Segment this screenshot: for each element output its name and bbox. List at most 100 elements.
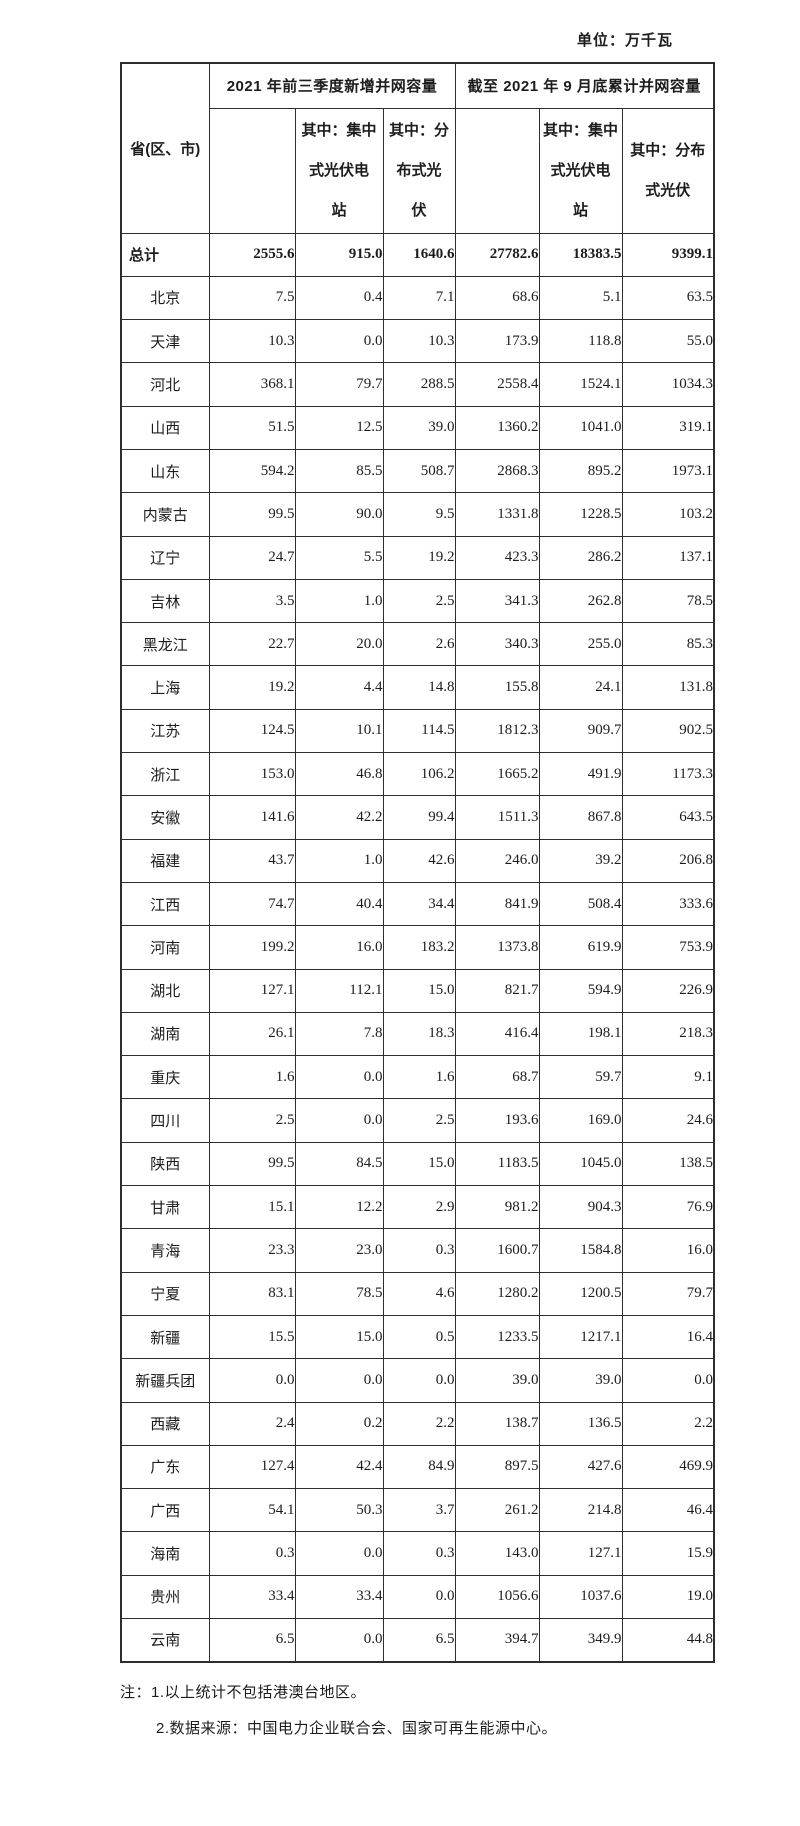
value-cell: 74.7: [208, 881, 296, 927]
value-cell: 0.0: [294, 1358, 384, 1403]
value-cell: 909.7: [538, 708, 623, 754]
value-cell: 12.5: [294, 405, 384, 450]
value-cell: 508.7: [382, 448, 456, 494]
value-cell: 2.5: [382, 578, 456, 624]
value-cell: 0.0: [294, 1531, 384, 1576]
value-cell: 594.2: [208, 448, 296, 494]
total-row: 总计 2555.6 915.0 1640.6 27782.6 18383.5 9399.1: [120, 232, 715, 277]
header-new-distributed: 其中：分 布式光 伏: [382, 107, 456, 234]
value-cell: 22.7: [208, 622, 296, 667]
header-cum-distributed: 其中：分布 式光伏: [621, 107, 715, 234]
value-cell: 4.6: [382, 1271, 456, 1316]
region-row: 福建 43.7 1.0 42.6 246.0 39.2 206.8: [120, 838, 715, 883]
value-cell: 368.1: [208, 362, 296, 407]
value-cell: 214.8: [538, 1488, 623, 1533]
value-cell: 2.2: [621, 1401, 715, 1446]
table-body: 总计 2555.6 915.0 1640.6 27782.6 18383.5 9399.1 北…: [120, 232, 715, 1663]
region-row: 河南 199.2 16.0 183.2 1373.8 619.9 753.9: [120, 925, 715, 970]
region-name-cell: 海南: [120, 1531, 210, 1576]
value-cell: 2.5: [382, 1098, 456, 1143]
value-cell: 16.4: [621, 1314, 715, 1360]
value-cell: 63.5: [621, 275, 715, 321]
value-cell: 199.2: [208, 925, 296, 970]
value-cell: 340.3: [454, 622, 540, 667]
region-name-cell: 湖南: [120, 1011, 210, 1057]
region-row: 北京 7.5 0.4 7.1 68.6 5.1 63.5: [120, 275, 715, 321]
region-row: 上海 19.2 4.4 14.8 155.8 24.1 131.8: [120, 665, 715, 710]
value-cell: 1373.8: [454, 925, 540, 970]
value-cell: 1.6: [382, 1055, 456, 1100]
value-cell: 15.0: [382, 1141, 456, 1187]
region-name-cell: 北京: [120, 275, 210, 321]
value-cell: 39.2: [538, 838, 623, 883]
value-cell: 46.4: [621, 1488, 715, 1533]
region-row: 山东 594.2 85.5 508.7 2868.3 895.2 1973.1: [120, 448, 715, 494]
value-cell: 246.0: [454, 838, 540, 883]
value-cell: 124.5: [208, 708, 296, 754]
header-new-total-blank: [208, 107, 296, 234]
region-row: 广东 127.4 42.4 84.9 897.5 427.6 469.9: [120, 1444, 715, 1490]
value-cell: 15.9: [621, 1531, 715, 1576]
value-cell: 127.1: [538, 1531, 623, 1576]
value-cell: 1037.6: [538, 1574, 623, 1620]
value-cell: 27782.6: [454, 232, 540, 277]
value-cell: 508.4: [538, 881, 623, 927]
value-cell: 44.8: [621, 1617, 715, 1663]
region-row: 海南 0.3 0.0 0.3 143.0 127.1 15.9: [120, 1531, 715, 1576]
value-cell: 2.4: [208, 1401, 296, 1446]
region-name-cell: 辽宁: [120, 535, 210, 580]
region-name-cell: 重庆: [120, 1055, 210, 1100]
value-cell: 753.9: [621, 925, 715, 970]
value-cell: 24.7: [208, 535, 296, 580]
value-cell: 904.3: [538, 1185, 623, 1230]
value-cell: 39.0: [454, 1358, 540, 1403]
value-cell: 59.7: [538, 1055, 623, 1100]
region-row: 甘肃 15.1 12.2 2.9 981.2 904.3 76.9: [120, 1185, 715, 1230]
value-cell: 173.9: [454, 319, 540, 364]
value-cell: 2555.6: [208, 232, 296, 277]
region-name-cell: 西藏: [120, 1401, 210, 1446]
value-cell: 7.5: [208, 275, 296, 321]
value-cell: 127.1: [208, 968, 296, 1013]
region-name-cell: 黑龙江: [120, 622, 210, 667]
value-cell: 319.1: [621, 405, 715, 450]
value-cell: 68.6: [454, 275, 540, 321]
region-name-cell: 云南: [120, 1617, 210, 1663]
region-row: 重庆 1.6 0.0 1.6 68.7 59.7 9.1: [120, 1055, 715, 1100]
value-cell: 138.5: [621, 1141, 715, 1187]
value-cell: 1034.3: [621, 362, 715, 407]
value-cell: 1183.5: [454, 1141, 540, 1187]
region-name-cell: 新疆兵团: [120, 1358, 210, 1403]
header-new-centralized: 其中：集中 式光伏电 站: [294, 107, 384, 234]
value-cell: 136.5: [538, 1401, 623, 1446]
value-cell: 416.4: [454, 1011, 540, 1057]
value-cell: 24.6: [621, 1098, 715, 1143]
value-cell: 18.3: [382, 1011, 456, 1057]
value-cell: 114.5: [382, 708, 456, 754]
value-cell: 643.5: [621, 795, 715, 840]
value-cell: 106.2: [382, 752, 456, 797]
value-cell: 1665.2: [454, 752, 540, 797]
region-row: 湖北 127.1 112.1 15.0 821.7 594.9 226.9: [120, 968, 715, 1013]
region-name-cell: 江西: [120, 881, 210, 927]
value-cell: 12.2: [294, 1185, 384, 1230]
region-row: 四川 2.5 0.0 2.5 193.6 169.0 24.6: [120, 1098, 715, 1143]
value-cell: 16.0: [294, 925, 384, 970]
value-cell: 85.3: [621, 622, 715, 667]
header-sub-row: 其中：集中 式光伏电 站 其中：分 布式光 伏 其中：集中 式光伏电 站 其中：…: [121, 107, 715, 234]
value-cell: 341.3: [454, 578, 540, 624]
value-cell: 594.9: [538, 968, 623, 1013]
region-row: 宁夏 83.1 78.5 4.6 1280.2 1200.5 79.7: [120, 1271, 715, 1316]
region-row: 安徽 141.6 42.2 99.4 1511.3 867.8 643.5: [120, 795, 715, 840]
value-cell: 1.6: [208, 1055, 296, 1100]
value-cell: 3.5: [208, 578, 296, 624]
value-cell: 127.4: [208, 1444, 296, 1490]
value-cell: 51.5: [208, 405, 296, 450]
value-cell: 3.7: [382, 1488, 456, 1533]
value-cell: 0.0: [382, 1358, 456, 1403]
value-cell: 0.3: [382, 1531, 456, 1576]
region-row: 贵州 33.4 33.4 0.0 1056.6 1037.6 19.0: [120, 1574, 715, 1620]
value-cell: 0.2: [294, 1401, 384, 1446]
unit-label: 单位：万千瓦: [577, 32, 674, 49]
value-cell: 1056.6: [454, 1574, 540, 1620]
